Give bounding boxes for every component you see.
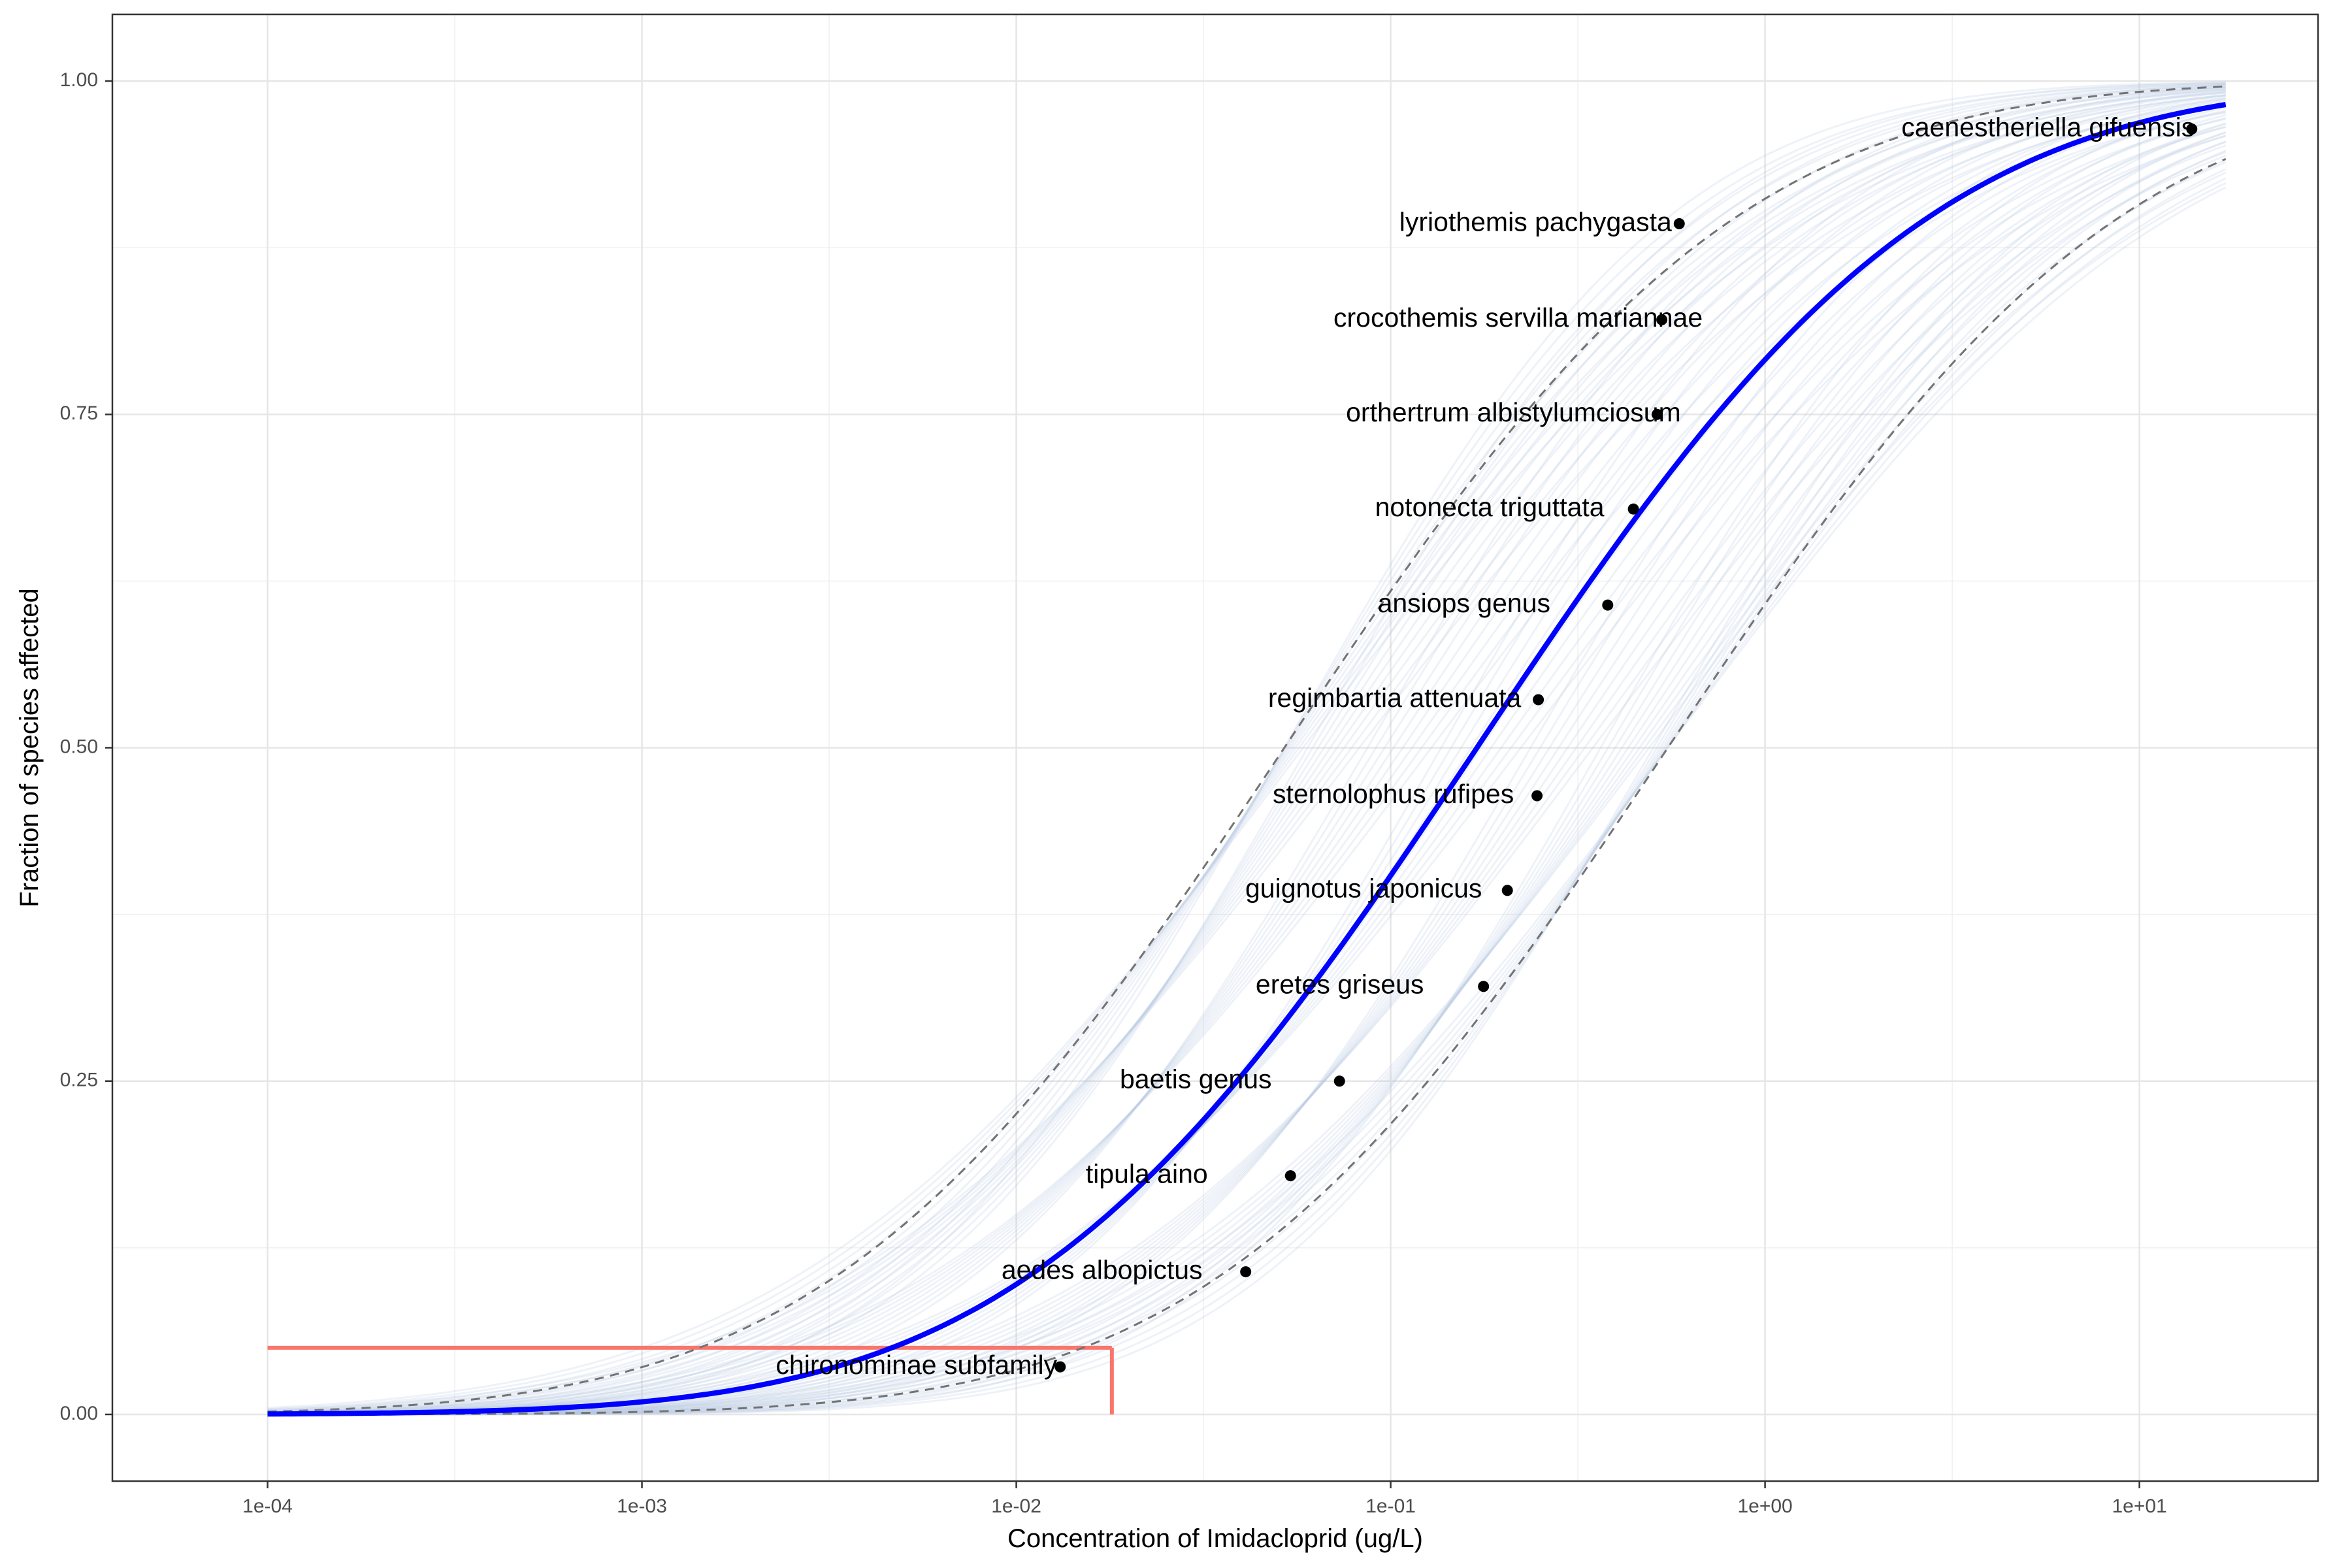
bootstrap-curve [267, 87, 2226, 1416]
fitted-curve-group [267, 102, 2227, 1417]
data-points [1054, 123, 2198, 1373]
bootstrap-curve [267, 126, 2227, 1414]
data-point [1656, 314, 1668, 325]
data-point [1501, 885, 1513, 896]
bootstrap-curve [267, 131, 2227, 1416]
x-tick-label: 1e+00 [1737, 1495, 1792, 1517]
fitted-curve [267, 102, 2227, 1417]
x-axis-title: Concentration of Imidacloprid (ug/L) [1007, 1524, 1423, 1553]
bootstrap-curve [267, 125, 2227, 1416]
x-tick-label: 1e+01 [2112, 1495, 2166, 1517]
data-point [1627, 503, 1639, 515]
data-point [1531, 790, 1543, 802]
bootstrap-curve [267, 103, 2226, 1416]
bootstrap-curve [267, 105, 2226, 1414]
bootstrap-curve [267, 88, 2226, 1415]
bootstrap-curve [267, 182, 2227, 1415]
data-point [1533, 694, 1544, 706]
bootstrap-curve [267, 135, 2227, 1415]
data-point [1673, 218, 1685, 229]
y-tick-label: 1.00 [60, 69, 98, 91]
bootstrap-curve [267, 86, 2226, 1414]
bootstrap-curve [267, 84, 2226, 1414]
species-label: aedes albopictus [1002, 1254, 1203, 1284]
species-label: tipula aino [1086, 1158, 1208, 1188]
bootstrap-curve [267, 111, 2226, 1413]
x-tick-label: 1e-01 [1365, 1495, 1416, 1517]
species-label: sternolophus rufipes [1273, 779, 1514, 809]
data-point [1333, 1075, 1345, 1087]
bootstrap-curve [267, 89, 2226, 1411]
species-label: eretes griseus [1256, 970, 1424, 1000]
species-label: notonecta triguttata [1375, 492, 1605, 522]
bootstrap-curve [267, 186, 2227, 1415]
y-tick-label: 0.50 [60, 736, 98, 757]
bootstrap-curve [267, 87, 2226, 1413]
y-tick-label: 0.00 [60, 1403, 98, 1424]
confidence-bounds [267, 85, 2227, 1416]
confidence-bound-upper [267, 157, 2227, 1416]
bootstrap-curve [267, 82, 2226, 1415]
y-axis-title: Fraction of species affected [15, 588, 44, 907]
bootstrap-curve [267, 91, 2226, 1411]
bootstrap-curve [267, 94, 2226, 1409]
bootstrap-curve [267, 81, 2226, 1415]
bootstrap-curve [267, 106, 2227, 1416]
bootstrap-curve [267, 122, 2227, 1416]
bootstrap-curve [267, 109, 2227, 1416]
bootstrap-curve [267, 94, 2226, 1413]
species-label: chironominae subfamily [776, 1350, 1057, 1380]
bootstrap-curve [267, 100, 2226, 1414]
bootstrap-curve [267, 151, 2227, 1416]
bootstrap-curve [267, 85, 2226, 1413]
bootstrap-curve [267, 118, 2227, 1415]
bootstrap-curve [267, 83, 2226, 1415]
x-tick-label: 1e-02 [991, 1495, 1041, 1517]
species-label: ansiops genus [1378, 588, 1550, 618]
species-label: regimbartia attenuata [1268, 683, 1522, 713]
species-labels: chironominae subfamily aedes albopictus ti… [776, 112, 2195, 1380]
bootstrap-curve [267, 135, 2227, 1414]
hc5-marker [267, 1345, 1114, 1414]
bootstrap-curve [267, 161, 2227, 1416]
bootstrap-curve [267, 82, 2226, 1414]
data-point [1651, 408, 1663, 420]
data-point [1284, 1170, 1296, 1182]
species-label: guignotus japonicus [1245, 874, 1482, 904]
bootstrap-curve [267, 177, 2227, 1416]
bootstrap-curve [267, 150, 2227, 1416]
species-label: orthertrum albistylumciosum [1346, 397, 1681, 427]
species-label: baetis genus [1120, 1064, 1272, 1094]
data-point [1478, 981, 1490, 992]
species-label: lyriothemis pachygasta [1399, 206, 1672, 237]
bootstrap-curve [267, 140, 2227, 1416]
species-label: caenestheriella gifuensis [1901, 112, 2195, 142]
y-tick-label: 0.75 [60, 402, 98, 424]
bootstrap-curve [267, 88, 2226, 1414]
x-tick-label: 1e-04 [242, 1495, 293, 1517]
bootstrap-curve [267, 117, 2227, 1416]
x-axis-ticks: 1e-04 1e-03 1e-02 1e-01 1e+00 1e+01 [242, 1481, 2167, 1517]
bootstrap-curve [267, 95, 2226, 1414]
species-label: crocothemis servilla mariannae [1333, 302, 1703, 333]
data-point [2186, 123, 2198, 135]
bootstrap-curve [267, 91, 2226, 1415]
bootstrap-curve [267, 168, 2227, 1416]
bootstrap-curve [267, 84, 2226, 1414]
y-axis-ticks: 0.00 0.25 0.50 0.75 1.00 [60, 69, 112, 1424]
bootstrap-curve [267, 123, 2227, 1416]
data-point [1602, 599, 1614, 611]
bootstrap-curve [267, 114, 2227, 1416]
bootstrap-curve [267, 102, 2226, 1411]
bootstrap-curve [267, 91, 2226, 1413]
bootstrap-curve [267, 97, 2226, 1412]
data-point [1054, 1361, 1066, 1373]
y-tick-label: 0.25 [60, 1070, 98, 1091]
x-tick-label: 1e-03 [617, 1495, 667, 1517]
bootstrap-curve [267, 131, 2227, 1416]
bootstrap-curve [267, 82, 2226, 1415]
data-point [1240, 1266, 1252, 1278]
